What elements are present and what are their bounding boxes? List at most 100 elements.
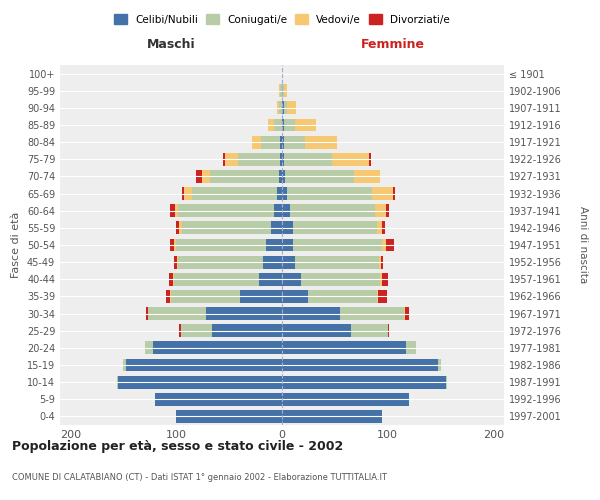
Bar [282,153,284,166]
Bar [375,204,386,217]
Bar [118,376,282,388]
Bar [282,358,439,372]
Bar [259,273,282,285]
Bar [192,187,277,200]
Bar [284,118,295,132]
Bar [287,102,296,114]
Bar [166,290,170,303]
Bar [295,256,379,268]
Bar [173,273,174,285]
Bar [196,170,202,183]
Bar [169,273,173,285]
Bar [284,153,332,166]
Bar [179,222,182,234]
Bar [282,118,284,132]
Bar [282,222,293,234]
Bar [287,187,372,200]
Bar [351,324,388,337]
Bar [117,376,118,388]
Bar [382,256,383,268]
Bar [170,238,174,252]
Bar [406,342,416,354]
Text: COMUNE DI CALATABIANO (CT) - Dati ISTAT 1° gennaio 2002 - Elaborazione TUTTITALI: COMUNE DI CALATABIANO (CT) - Dati ISTAT … [12,473,387,482]
Bar [282,342,406,354]
Bar [274,118,282,132]
Bar [182,187,184,200]
Bar [285,170,354,183]
Bar [301,273,380,285]
Bar [253,136,261,148]
Bar [146,307,148,320]
Bar [175,204,178,217]
Bar [280,136,282,148]
Bar [332,153,368,166]
Bar [184,187,192,200]
Bar [266,238,282,252]
Bar [279,170,282,183]
Bar [284,136,305,148]
Bar [261,136,280,148]
Bar [178,204,274,217]
Bar [277,187,282,200]
Bar [176,238,266,252]
Bar [282,410,382,423]
Bar [282,170,285,183]
Bar [382,238,386,252]
Bar [176,222,179,234]
Bar [282,376,446,388]
Bar [171,290,240,303]
Bar [354,170,380,183]
Bar [282,290,308,303]
Bar [268,118,274,132]
Bar [280,84,282,97]
Bar [282,187,287,200]
Bar [174,238,176,252]
Bar [279,102,282,114]
Bar [212,324,282,337]
Text: Maschi: Maschi [146,38,196,52]
Bar [240,290,282,303]
Bar [293,222,377,234]
Bar [263,256,282,268]
Y-axis label: Anni di nascita: Anni di nascita [578,206,589,284]
Text: Femmine: Femmine [361,38,425,52]
Bar [282,324,351,337]
Bar [386,238,394,252]
Bar [305,136,337,148]
Bar [282,102,284,114]
Bar [282,393,409,406]
Bar [174,273,259,285]
Bar [382,222,385,234]
Bar [153,342,282,354]
Bar [274,204,282,217]
Bar [280,153,282,166]
Bar [148,307,206,320]
Bar [340,307,404,320]
Bar [178,256,263,268]
Bar [308,290,377,303]
Bar [282,307,340,320]
Bar [386,204,389,217]
Bar [206,307,282,320]
Bar [279,84,280,97]
Bar [238,153,280,166]
Bar [223,153,225,166]
Bar [170,204,175,217]
Bar [293,238,382,252]
Bar [176,410,282,423]
Bar [284,84,287,97]
Bar [282,256,295,268]
Bar [155,393,282,406]
Bar [202,170,210,183]
Bar [377,290,378,303]
Bar [179,324,181,337]
Bar [439,358,440,372]
Bar [282,136,284,148]
Bar [282,204,290,217]
Bar [210,170,279,183]
Bar [295,118,316,132]
Bar [393,187,395,200]
Bar [284,102,287,114]
Bar [372,187,393,200]
Bar [181,324,212,337]
